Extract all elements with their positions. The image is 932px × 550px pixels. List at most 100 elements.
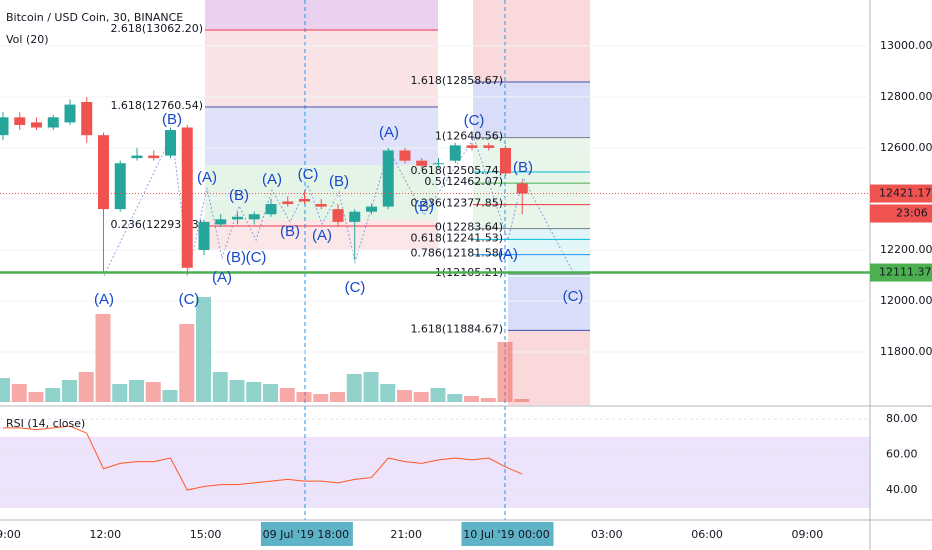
volume-bar: [129, 380, 144, 402]
fib-zone: [508, 277, 590, 331]
fib-zone: [205, 0, 438, 30]
wave-label: (C): [179, 291, 200, 308]
volume-bar: [514, 399, 530, 402]
candle-body: [416, 160, 428, 166]
wave-label: (A): [94, 291, 114, 308]
x-tick-label: 10 Jul '19 00:00: [463, 528, 549, 541]
candle-body: [449, 145, 461, 161]
fib-label: 1.618(12858.67): [410, 74, 503, 87]
chart-title: Bitcoin / USD Coin, 30, BINANCE: [6, 11, 183, 24]
candle-body: [31, 122, 42, 128]
wave-label: (B): [329, 173, 349, 190]
fib-label: 0.5(12462.07): [424, 175, 503, 188]
volume-bar: [78, 372, 94, 402]
y-tick-label: 11800.00: [880, 345, 932, 358]
candle-body: [466, 145, 478, 148]
volume-bar: [112, 384, 128, 402]
price-tag: [870, 184, 932, 203]
fib-label: 0(12283.64): [435, 221, 503, 234]
fib-label: 1.618(12760.54): [110, 99, 203, 112]
volume-bar: [430, 388, 446, 402]
candle-body: [382, 150, 394, 207]
candle-body: [198, 221, 210, 250]
x-tick-label: 15:00: [190, 528, 222, 541]
wave-path: [103, 133, 574, 277]
candle-body: [299, 198, 310, 202]
wave-label: (A): [379, 124, 399, 141]
wave-label: (A): [212, 269, 232, 286]
candle-body: [215, 219, 227, 225]
fib-zone: [508, 228, 590, 277]
fib-label: 0.786(12181.58): [410, 247, 503, 260]
volume-bar: [296, 392, 312, 402]
volume-bar: [413, 392, 429, 402]
volume-bar: [0, 378, 10, 402]
fib-zone: [473, 0, 590, 82]
candle-body: [165, 130, 176, 156]
candle-body: [399, 150, 411, 161]
fib-label: 0.236(12377.85): [410, 197, 503, 210]
volume-bar: [11, 384, 27, 402]
wave-label: (A): [197, 169, 217, 186]
x-tick-highlight: [260, 522, 353, 546]
countdown-label: 23:06: [896, 207, 928, 220]
rsi-tick-label: 60.00: [886, 448, 918, 461]
candle-body: [0, 117, 9, 136]
hline-tag-label: 12111.37: [879, 266, 932, 279]
candle-body: [114, 163, 126, 210]
volume-bar: [45, 388, 61, 402]
wave-label: (C): [563, 288, 584, 305]
fib-label: 0.618(12241.53): [410, 231, 503, 244]
candle-body: [332, 209, 344, 222]
fib-zone: [205, 220, 438, 250]
x-tick-label: 03:00: [591, 528, 623, 541]
wave-label: (B): [229, 187, 249, 204]
rsi-line: [3, 425, 523, 491]
volume-bar: [263, 384, 278, 402]
candle-body: [500, 147, 511, 174]
volume-bar: [464, 396, 479, 402]
volume-bar: [145, 382, 161, 402]
wave-label: (B): [280, 223, 300, 240]
candle-body: [433, 163, 444, 165]
x-tick-label: 09:00: [792, 528, 824, 541]
candle-body: [14, 117, 26, 125]
y-tick-label: 12200.00: [880, 243, 932, 256]
candle-body: [349, 211, 361, 222]
candle-body: [265, 204, 277, 215]
price-tag-label: 12421.17: [879, 187, 932, 200]
volume-label: Vol (20): [6, 33, 49, 46]
volume-bar: [162, 390, 178, 402]
candle-body: [98, 135, 109, 210]
marks: 2.618(13062.20) 1.618(12760.54) 0.236(1229…: [0, 22, 870, 491]
x-tick-label: 12:00: [89, 528, 121, 541]
fib-label: 2.618(13062.20): [110, 22, 203, 35]
fib-zone: [205, 165, 438, 220]
wave-label: (C): [464, 112, 485, 129]
wave-label: (A): [312, 227, 332, 244]
candle-body: [366, 206, 377, 212]
candle-body: [64, 104, 76, 123]
fib-zone: [508, 331, 590, 405]
x-tick-label: 21:00: [390, 528, 422, 541]
fib-label: 0.618(12505.74): [410, 164, 503, 177]
y-tick-label: 12600.00: [880, 141, 932, 154]
fib-label: 0.236(12293.63): [110, 218, 203, 231]
volume-bar: [346, 374, 362, 402]
volume-bar: [179, 324, 195, 402]
hline-tag: [870, 263, 932, 282]
y-tick-label: 12800.00: [880, 90, 932, 103]
wave-label: (B): [162, 111, 182, 128]
candle-body: [131, 155, 143, 159]
x-tick-label: 09:00: [0, 528, 21, 541]
wave-label: (A): [262, 171, 282, 188]
wave-label: (C): [246, 249, 267, 266]
candle-body: [81, 102, 93, 136]
candle-body: [315, 204, 327, 207]
volume-bar: [480, 398, 496, 402]
rsi-tick-label: 80.00: [886, 412, 918, 425]
volume-bar: [246, 382, 262, 402]
volume-bar: [62, 380, 77, 402]
volume-bar: [28, 392, 44, 402]
volume-bar: [397, 390, 412, 402]
